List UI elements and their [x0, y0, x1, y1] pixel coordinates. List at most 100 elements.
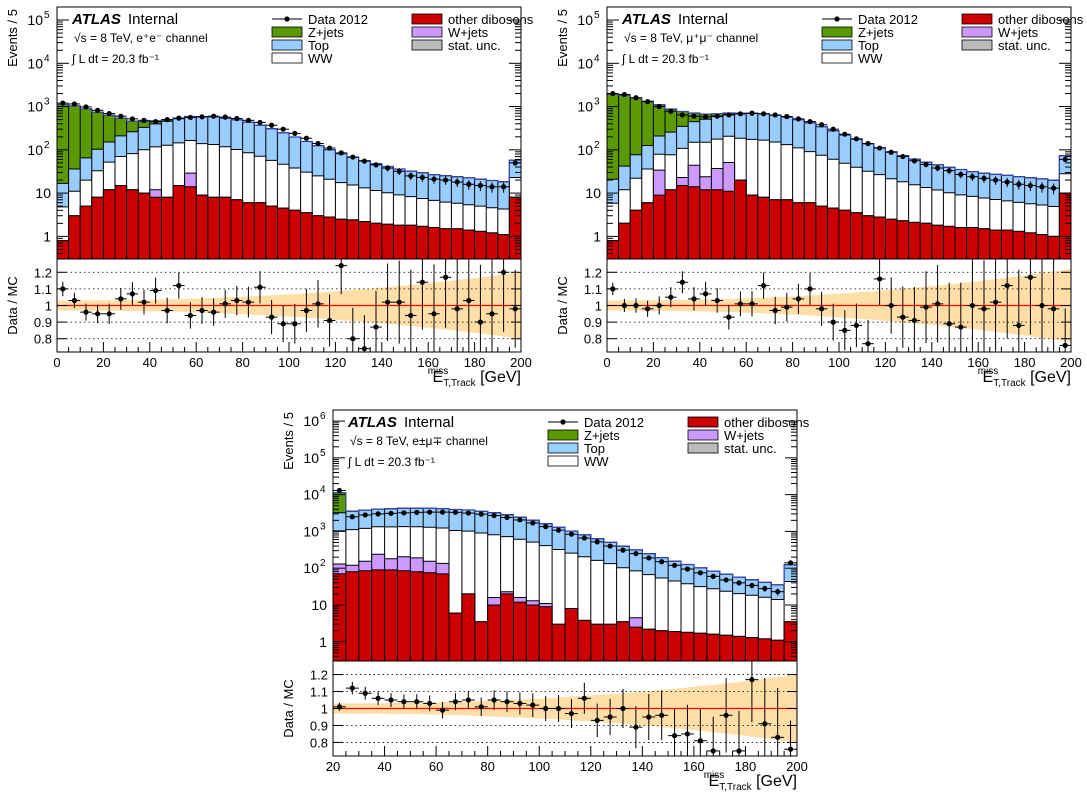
ratio-point	[222, 301, 228, 307]
ratio-point	[477, 319, 483, 325]
data-point	[280, 126, 286, 132]
data-point	[1051, 185, 1057, 191]
data-point	[737, 111, 744, 117]
y-tick-exponent: 4	[44, 53, 50, 64]
data-point	[911, 158, 918, 164]
ratio-point	[981, 306, 987, 312]
legend-label-diboson: other dibosons	[448, 12, 534, 27]
legend-label-wjets: W+jets	[724, 428, 765, 443]
legend-data-marker	[284, 16, 290, 22]
ratio-point	[504, 699, 510, 705]
data-point	[477, 182, 483, 189]
data-point	[439, 509, 446, 515]
ratio-point	[762, 721, 768, 727]
ratio-point	[710, 748, 716, 754]
legend-label-zjets: Z+jets	[308, 25, 344, 40]
legend-label-ww: WW	[858, 51, 883, 66]
ratio-point	[427, 700, 433, 707]
x-tick-label: 160	[967, 355, 989, 370]
x-axis-label-superscript: miss	[978, 366, 999, 377]
data-point	[489, 184, 495, 190]
lumi-label: ∫ L dt = 20.3 fb⁻¹	[347, 455, 435, 469]
data-point	[350, 154, 356, 160]
x-tick-label: 160	[683, 759, 705, 774]
data-point	[762, 585, 768, 592]
ratio-point	[414, 699, 420, 705]
ratio-axis-title: Data / MC	[555, 276, 570, 335]
data-point	[211, 113, 217, 119]
data-point	[118, 113, 124, 119]
data-point	[385, 165, 391, 171]
x-tick-label: 120	[325, 355, 347, 370]
x-axis-label: ET,Track [GeV]	[709, 773, 797, 793]
ratio-point	[684, 731, 691, 737]
data-point	[517, 517, 523, 523]
ratio-point	[439, 707, 446, 713]
mc-total-outline	[333, 492, 797, 586]
ratio-point	[361, 346, 367, 352]
y-axis-title: Events / 5	[555, 9, 570, 67]
x-tick-label: 160	[417, 355, 439, 370]
x-tick-label: 40	[143, 355, 157, 370]
atlas-status: Internal	[678, 11, 728, 28]
ratio-y-tick-label: 0.8	[584, 332, 602, 347]
data-point	[1004, 179, 1010, 185]
ratio-point	[401, 699, 407, 705]
legend-label-top: Top	[858, 38, 879, 53]
data-point	[668, 108, 674, 114]
ratio-point	[118, 296, 124, 302]
ratio-point	[697, 738, 703, 744]
ratio-point	[772, 307, 778, 314]
y-tick-exponent: 2	[320, 558, 326, 569]
ratio-point	[787, 746, 794, 752]
x-tick-label: 60	[739, 355, 753, 370]
ratio-point	[723, 712, 729, 718]
data-point	[659, 559, 665, 565]
energy-channel-label: √s = 8 TeV, e⁺e⁻ channel	[74, 31, 208, 45]
data-point	[388, 510, 394, 516]
data-point	[633, 550, 639, 557]
ratio-point	[621, 302, 628, 309]
y-tick-label: 10	[303, 487, 319, 503]
atlas-label: ATLAS	[621, 11, 671, 28]
data-point	[656, 103, 662, 110]
ratio-point	[993, 299, 999, 305]
ratio-point	[176, 282, 182, 289]
ratio-point	[362, 690, 368, 696]
data-point	[106, 110, 112, 117]
legend-swatch-ww	[821, 52, 853, 64]
ratio-point	[280, 321, 286, 327]
data-point	[830, 126, 836, 132]
ratio-point	[454, 306, 460, 312]
ratio-point	[303, 307, 309, 314]
data-point	[1039, 184, 1045, 190]
data-point	[555, 527, 562, 533]
legend-label-top: Top	[584, 441, 605, 456]
y-tick-label: 10	[35, 185, 51, 201]
ratio-y-tick-label: 1	[595, 299, 602, 314]
x-axis-label: ET,Track [GeV]	[983, 369, 1071, 389]
ratio-point	[211, 309, 217, 315]
y-tick-label: 10	[311, 597, 327, 613]
ratio-y-tick-label: 1	[45, 299, 52, 314]
data-point	[581, 535, 587, 541]
legend-label-data: Data 2012	[308, 12, 368, 27]
x-tick-label: 200	[510, 355, 532, 370]
ratio-point	[865, 341, 871, 347]
data-point	[414, 509, 420, 515]
legend-label-data: Data 2012	[858, 12, 918, 27]
data-point	[935, 165, 941, 171]
y-tick-label: 10	[27, 12, 43, 28]
legend-label-data: Data 2012	[584, 415, 644, 430]
ratio-point	[749, 677, 755, 683]
ratio-point	[633, 724, 639, 730]
ratio-point	[375, 695, 381, 701]
data-point	[176, 115, 182, 121]
ratio-point	[1004, 282, 1010, 289]
data-point	[784, 113, 790, 120]
ratio-point	[581, 695, 587, 701]
legend-swatch-zjets	[547, 429, 579, 441]
ratio-point	[726, 314, 732, 320]
ratio-point	[946, 321, 952, 327]
